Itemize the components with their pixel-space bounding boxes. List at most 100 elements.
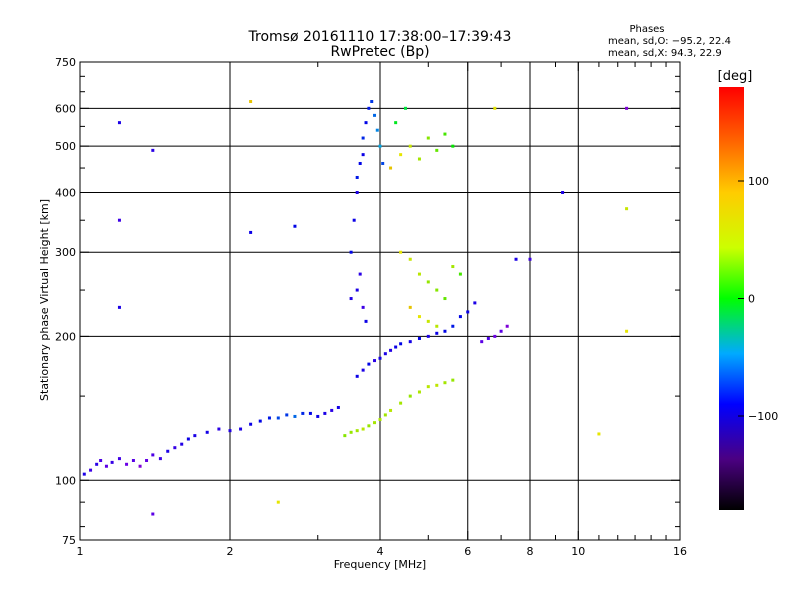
colorbar-ticks: 100 0 −100 [738,175,778,423]
data-point [361,136,365,140]
y-tick-label: 75 [62,534,76,547]
data-point [381,161,385,165]
data-point [499,329,503,333]
data-point [361,153,365,157]
x-tick-labels: 1 2 4 6 8 10 16 [77,545,688,558]
data-point [364,319,368,323]
data-point [435,324,439,328]
data-point [352,218,356,222]
data-point [458,272,462,276]
data-point [355,288,359,292]
y-tick-label: 100 [55,474,76,487]
data-point [426,385,430,389]
data-point [95,462,99,466]
colorbar-tick-label: 0 [748,293,755,306]
colorbar-tick-label: 100 [748,175,769,188]
data-point [349,250,353,254]
data-point [301,411,305,415]
data-point [367,106,371,110]
data-point [383,413,387,417]
phases-heading: Phases [629,24,664,35]
data-point [458,315,462,319]
data-point [408,305,412,309]
data-point [378,356,382,360]
data-point [151,148,155,152]
data-point [361,368,365,372]
data-point [426,319,430,323]
axis-ticks [79,61,681,541]
data-point [375,128,379,132]
data-point [399,401,403,405]
data-point [451,144,455,148]
data-point [173,446,177,450]
data-point [486,336,490,340]
data-point [285,413,289,417]
data-point [505,324,509,328]
data-point [443,381,447,385]
data-point [258,419,262,423]
data-point [426,280,430,284]
data-point [394,121,398,125]
grid-lines [80,62,680,540]
data-point [367,362,371,366]
colorbar-label: [deg] [718,69,753,84]
data-point [408,257,412,261]
data-point [426,334,430,338]
data-point [117,218,121,222]
data-point [267,416,271,420]
y-tick-label: 200 [55,330,76,343]
data-point [443,132,447,136]
data-point [443,329,447,333]
data-point [276,416,280,420]
data-point [110,460,114,464]
data-point [394,345,398,349]
data-point [355,190,359,194]
data-point [435,148,439,152]
data-point [625,207,629,211]
data-point [355,175,359,179]
y-tick-label: 500 [55,140,76,153]
data-point [373,359,377,363]
data-point [378,418,382,422]
data-point [249,230,253,234]
data-point [316,414,320,418]
data-point [466,310,470,314]
data-point [451,265,455,269]
data-point [249,422,253,426]
data-point [180,442,184,446]
x-tick-label: 1 [77,545,84,558]
data-point [597,432,601,436]
data-point [435,288,439,292]
data-point [364,121,368,125]
data-point [158,457,162,461]
x-axis-label: Frequency [MHz] [334,558,426,571]
data-point [125,462,129,466]
data-point [417,336,421,340]
y-tick-label: 600 [55,102,76,115]
data-point [117,305,121,309]
data-point [417,157,421,161]
data-point [493,334,497,338]
data-point [473,301,477,305]
chart-subtitle: RwPretec (Bp) [330,44,429,60]
data-point [349,430,353,434]
y-axis-label: Stationary phase Virtual Height [km] [38,199,51,401]
data-point [104,464,108,468]
data-point [625,106,629,110]
data-point [349,297,353,301]
data-point [408,144,412,148]
data-point [145,458,149,462]
data-point [373,113,377,117]
data-point [367,424,371,428]
data-point [138,464,142,468]
data-point [435,383,439,387]
data-point [205,430,209,434]
data-point [399,250,403,254]
data-point [361,305,365,309]
data-point [131,458,135,462]
data-point [217,427,221,431]
data-point [117,457,121,461]
data-point [399,153,403,157]
y-tick-label: 300 [55,246,76,259]
